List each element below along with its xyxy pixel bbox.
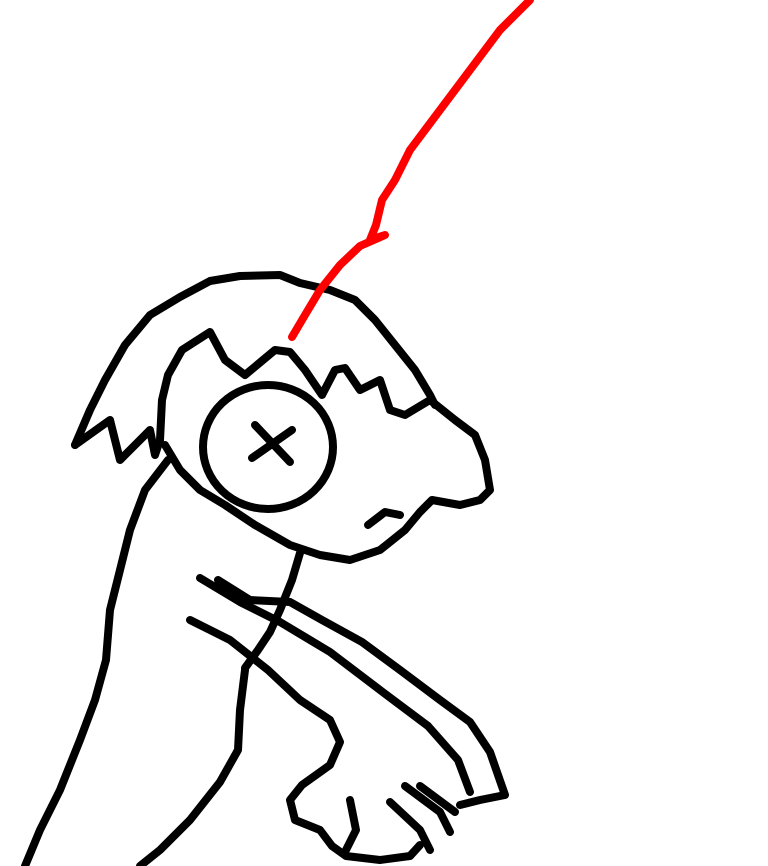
hair-top-stroke [71, 271, 439, 449]
figure-drawing [21, 271, 509, 866]
eye-circle [199, 381, 337, 513]
arm-lower-stroke [186, 616, 424, 864]
body-front-stroke [136, 666, 249, 866]
finger-strokes [342, 782, 459, 854]
eye-x-mark [248, 421, 296, 466]
face-outline-stroke [161, 396, 494, 564]
hair-fringe-stroke [71, 328, 434, 464]
arm-upper-stroke [214, 576, 509, 809]
arm-middle-stroke [196, 574, 474, 796]
mouth-stroke [364, 508, 404, 529]
body-back-stroke [21, 456, 172, 866]
red-line-stroke [288, 0, 534, 341]
